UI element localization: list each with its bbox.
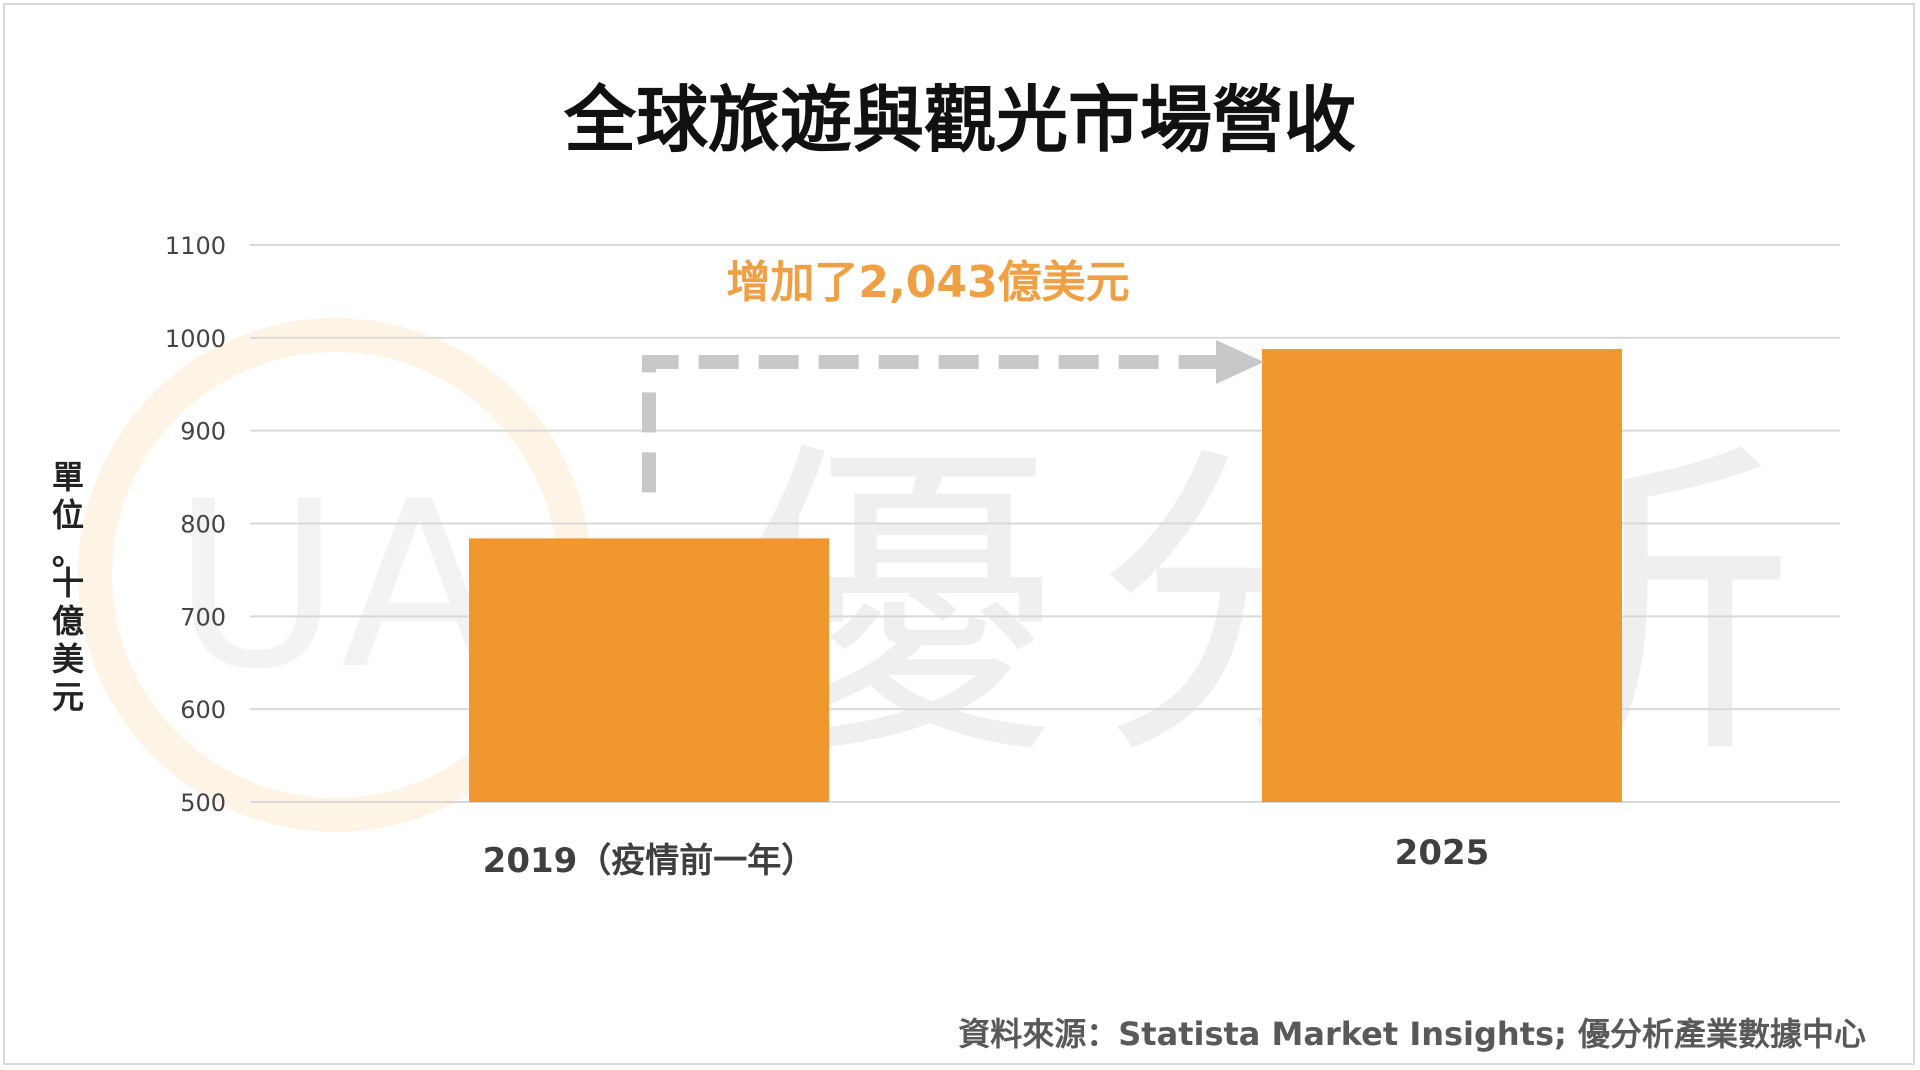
y-axis-label-char: 單 (52, 458, 84, 496)
chart-title: 全球旅遊與觀光市場營收 (563, 78, 1356, 162)
increase-arrow (642, 340, 1264, 493)
y-tick-label: 1100 (165, 232, 226, 260)
x-axis-categories: 2019（疫情前一年） 2025 (483, 833, 1490, 881)
increase-annotation: 增加了2,043億美元 (726, 257, 1129, 308)
arrow-head (1216, 340, 1264, 384)
arrow-line (642, 355, 1222, 493)
source-note: 資料來源：Statista Market Insights; 優分析產業數據中心 (958, 1015, 1866, 1053)
bar-0 (469, 538, 829, 802)
y-axis-label-char: 元 (52, 678, 84, 716)
y-tick-label: 500 (180, 789, 226, 817)
x-category-label: 2025 (1395, 833, 1490, 873)
y-tick-label: 800 (180, 511, 226, 539)
y-tick-label: 1000 (165, 325, 226, 353)
y-tick-label: 700 (180, 603, 226, 631)
y-tick-label: 600 (180, 696, 226, 724)
y-axis-label-char: 。 (52, 534, 84, 572)
y-axis-label-char: 美 (52, 640, 84, 678)
bar-1 (1262, 348, 1622, 802)
y-axis-ticks: 500 600 700 800 900 1000 1100 (165, 232, 226, 817)
watermark-logo-letters: UA (172, 453, 498, 720)
y-axis-label-char: 十 (52, 564, 84, 602)
bars (469, 348, 1622, 802)
y-axis-label-char: 位 (52, 496, 84, 534)
y-axis-label-char: 億 (52, 602, 84, 640)
y-tick-label: 900 (180, 418, 226, 446)
x-category-label: 2019（疫情前一年） (483, 841, 816, 881)
